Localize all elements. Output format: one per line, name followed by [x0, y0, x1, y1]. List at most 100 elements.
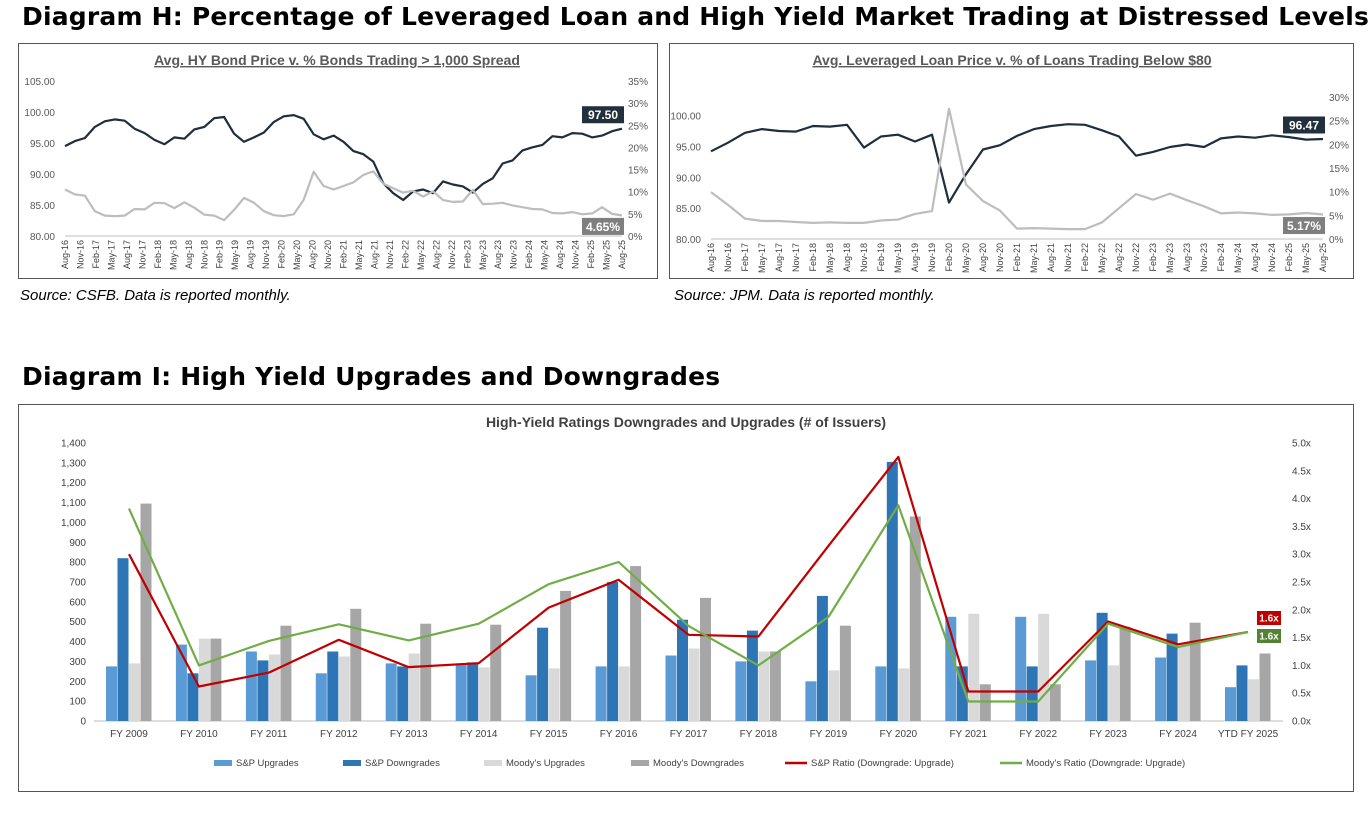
x-tick-label: Feb-18	[153, 240, 163, 269]
moodys-upgrades-bar	[548, 668, 560, 721]
x-tick-label: Feb-21	[1012, 243, 1022, 272]
sp-upgrades-bar	[455, 663, 467, 721]
y-left-tick-label: 100.00	[670, 112, 701, 123]
moodys-upgrades-bar	[1248, 679, 1259, 721]
x-tick-label: Aug-23	[1182, 243, 1192, 272]
y-left-tick-label: 80.00	[30, 232, 55, 243]
legend-moodys-downgrades: Moody's Downgrades	[631, 758, 744, 769]
sp-downgrades-bar	[746, 630, 758, 721]
badge-text: 1.6x	[1259, 632, 1279, 643]
y-left-tick-label: 0	[80, 717, 86, 728]
sp-downgrades-bar	[816, 595, 828, 721]
x-tick-label: Feb-20	[944, 243, 954, 272]
legend-label: S&P Ratio (Downgrade: Upgrade)	[811, 758, 954, 769]
badge-box	[1283, 116, 1325, 134]
x-tick-label: May-17	[757, 243, 767, 273]
x-tick-label: Feb-23	[1148, 243, 1158, 272]
sp-upgrades-bar	[1085, 660, 1097, 721]
x-tick-label: Aug-18	[842, 243, 852, 272]
x-category-label: FY 2018	[740, 729, 778, 740]
diagram-h-heading: Diagram H: Percentage of Leveraged Loan …	[22, 2, 1370, 31]
latest-pct-badge: 5.17%	[1283, 217, 1325, 235]
moodys-downgrades-bar	[769, 651, 781, 721]
sp-upgrades-bar	[1015, 616, 1027, 722]
x-tick-label: Aug-19	[246, 240, 256, 269]
sp-downgrades-bar	[886, 461, 898, 721]
x-category-label: FY 2010	[180, 729, 218, 740]
x-category-label: FY 2011	[250, 729, 287, 740]
badge-text: 1.6x	[1259, 614, 1279, 625]
moodys-downgrades-bar	[630, 566, 642, 721]
x-tick-label: Feb-17	[740, 243, 750, 272]
y-right-tick-label: 20%	[628, 143, 648, 154]
source-note-jpm: Source: JPM. Data is reported monthly.	[674, 287, 935, 304]
y-right-tick-label: 15%	[1329, 164, 1349, 175]
y-left-tick-label: 90.00	[30, 170, 55, 181]
sp-downgrades-bar	[257, 660, 269, 721]
sp-ratio-line	[128, 455, 1249, 693]
x-category-label: FY 2017	[670, 729, 708, 740]
moodys-upgrades-bar	[898, 668, 910, 721]
x-tick-label: Nov-21	[385, 240, 395, 269]
x-tick-label: May-18	[168, 240, 178, 270]
y-right-tick-label: 0%	[628, 232, 643, 243]
price-series-line	[64, 114, 623, 202]
badge-box	[1283, 217, 1325, 235]
x-tick-label: May-21	[354, 240, 364, 270]
x-tick-label: Aug-22	[431, 240, 441, 269]
moodys-upgrades-bar	[968, 613, 980, 721]
y-right-tick-label: 5%	[628, 210, 643, 221]
badge-box	[1257, 611, 1281, 625]
legend-label: S&P Downgrades	[365, 758, 440, 769]
legend-moodys-upgrades: Moody's Upgrades	[484, 758, 585, 769]
x-tick-label: Aug-19	[910, 243, 920, 272]
moodys-upgrades-bar	[758, 651, 770, 721]
y-left-tick-label: 800	[69, 558, 86, 569]
sp-upgrades-bar	[315, 673, 327, 721]
y-right-tick-label: 25%	[1329, 117, 1349, 128]
sp-downgrades-bar	[607, 582, 619, 721]
x-tick-label: Aug-16	[706, 243, 716, 272]
x-category-label: FY 2022	[1019, 729, 1057, 740]
y-right-tick-label: 25%	[628, 121, 648, 132]
x-tick-label: Aug-17	[122, 240, 132, 269]
chart-title: Avg. Leveraged Loan Price v. % of Loans …	[812, 52, 1211, 68]
badge-box	[582, 106, 624, 124]
sp-upgrades-bar	[1225, 687, 1236, 721]
sp-upgrades-bar	[1155, 657, 1167, 721]
badge-text: 97.50	[588, 108, 618, 122]
legend-label: Moody's Upgrades	[506, 758, 585, 769]
moodys-downgrades-bar	[1189, 622, 1201, 721]
x-category-label: FY 2016	[600, 729, 638, 740]
x-category-label: FY 2024	[1159, 729, 1197, 740]
moodys-downgrades-bar	[140, 503, 152, 721]
x-tick-label: May-23	[478, 240, 488, 270]
moodys-upgrades-bar	[1108, 665, 1120, 721]
x-category-label: FY 2019	[810, 729, 848, 740]
sp-downgrades-bar	[467, 662, 479, 721]
sp-downgrades-bar	[1166, 633, 1178, 721]
x-category-label: FY 2015	[530, 729, 568, 740]
y-left-tick-label: 90.00	[676, 173, 701, 184]
x-tick-label: Nov-20	[323, 240, 333, 269]
sp-upgrades-bar	[595, 666, 607, 721]
x-tick-label: Feb-19	[876, 243, 886, 272]
x-tick-label: Nov-17	[137, 240, 147, 269]
moodys-downgrades-bar	[909, 516, 921, 721]
moodys-downgrades-bar	[280, 625, 292, 721]
legend-swatch	[484, 760, 502, 766]
sp-upgrades-bar	[245, 651, 257, 721]
y-right-tick-label: 15%	[628, 166, 648, 177]
x-tick-label: Aug-23	[493, 240, 503, 269]
legend-sp-ratio: S&P Ratio (Downgrade: Upgrade)	[785, 758, 954, 769]
sp-upgrades-bar	[875, 666, 887, 721]
y-left-tick-label: 1,000	[61, 518, 86, 529]
moodys-upgrades-bar	[408, 653, 420, 721]
y-right-tick-label: 3.5x	[1292, 522, 1311, 533]
hy-bond-chart: Avg. HY Bond Price v. % Bonds Trading > …	[24, 52, 648, 270]
x-category-label: FY 2023	[1089, 729, 1127, 740]
moodys-upgrades-bar	[618, 666, 630, 721]
y-right-tick-label: 4.5x	[1292, 466, 1311, 477]
source-note-csfb: Source: CSFB. Data is reported monthly.	[20, 287, 291, 304]
sp-downgrades-bar	[677, 619, 688, 721]
